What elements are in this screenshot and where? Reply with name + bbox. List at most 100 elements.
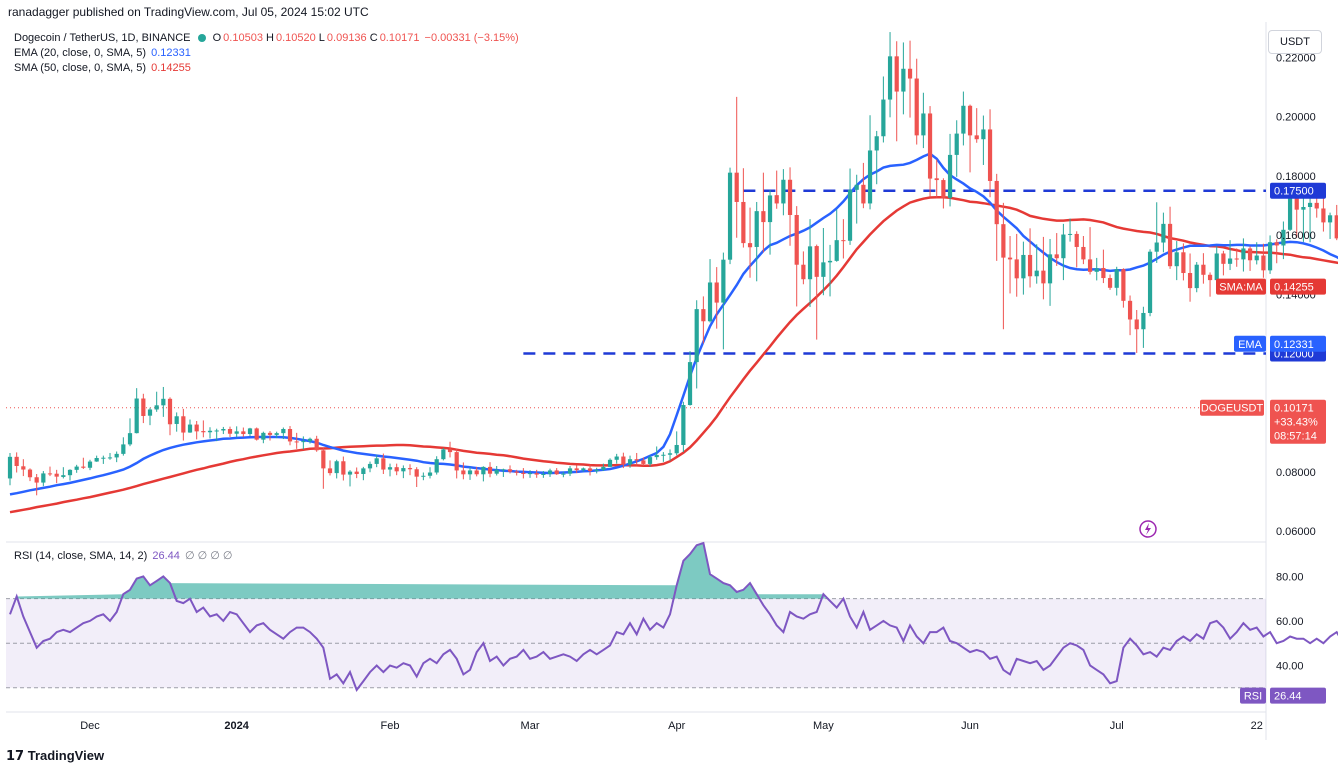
ema-legend-title[interactable]: EMA (20, close, 0, SMA, 5): [14, 47, 147, 59]
candle: [401, 465, 406, 479]
candle: [474, 466, 479, 477]
candle: [1147, 249, 1153, 317]
candle-body: [787, 179, 793, 215]
candle-body: [241, 431, 246, 435]
currency-unit-button[interactable]: USDT: [1268, 30, 1322, 54]
candle: [487, 462, 493, 478]
candle-body: [1307, 202, 1313, 207]
candle: [1274, 239, 1279, 264]
candle: [61, 467, 66, 479]
candle: [814, 244, 819, 340]
candle: [1247, 246, 1253, 271]
candle: [294, 432, 299, 449]
candle: [21, 459, 26, 477]
candle: [634, 452, 639, 466]
candle-body: [314, 438, 319, 451]
candle: [67, 469, 73, 481]
candle: [714, 267, 719, 329]
candle-body: [447, 449, 453, 453]
candle-body: [1327, 215, 1333, 223]
candle-body: [534, 473, 539, 475]
price-tick-label: 0.06000: [1276, 526, 1316, 538]
candle-body: [607, 459, 613, 467]
candle: [347, 470, 353, 487]
candle: [94, 455, 99, 462]
candle: [554, 468, 559, 475]
candle: [867, 115, 873, 210]
candle-body: [207, 430, 213, 433]
sma-legend-title[interactable]: SMA (50, close, 0, SMA, 5): [14, 62, 147, 74]
candle-body: [1034, 270, 1039, 277]
candle-body: [1234, 258, 1239, 260]
candle: [194, 421, 199, 440]
candle-body: [701, 309, 706, 322]
candle: [441, 447, 446, 461]
candle: [974, 108, 979, 143]
candle-body: [361, 468, 366, 474]
rsi-legend-title[interactable]: RSI (14, close, SMA, 14, 2): [14, 550, 148, 562]
candle: [721, 252, 726, 350]
price-tick-label: 0.22000: [1276, 53, 1316, 65]
candle: [654, 446, 659, 460]
candle-body: [974, 135, 979, 140]
sma-name-label-bg: [1216, 278, 1266, 295]
candle: [381, 453, 386, 474]
candle-body: [1221, 253, 1226, 264]
candle-body: [1127, 300, 1133, 320]
candle-body: [147, 409, 153, 416]
candle: [1181, 243, 1186, 281]
candle-body: [1181, 252, 1186, 274]
candle-body: [201, 431, 206, 433]
candle: [114, 451, 119, 463]
candle-body: [661, 454, 666, 456]
candle-body: [101, 457, 106, 459]
candle: [587, 464, 593, 476]
candle-body: [694, 309, 699, 363]
candle-body: [1147, 251, 1153, 313]
candle: [727, 167, 733, 265]
ema-legend: EMA (20, close, 0, SMA, 5) 0.12331: [14, 47, 191, 59]
candle-body: [981, 129, 986, 140]
candle-body: [394, 467, 399, 472]
candle: [874, 130, 879, 185]
rsi-tick-label: 40.00: [1276, 660, 1304, 672]
symbol-title[interactable]: Dogecoin / TetherUS, 1D, BINANCE: [14, 32, 191, 44]
tradingview-brand: TradingView: [27, 748, 105, 763]
candle: [1021, 241, 1026, 295]
candle: [321, 447, 326, 489]
ohlc-low-label: L: [318, 32, 325, 44]
sma-price-label: 0.14255: [1274, 282, 1314, 294]
candle-body: [921, 113, 926, 136]
candle-body: [347, 471, 353, 475]
candle-body: [867, 150, 873, 204]
rsi-price-label: 26.44: [1274, 691, 1302, 703]
sma-name-label: SMA:MA: [1219, 282, 1263, 294]
candle-body: [1094, 268, 1099, 272]
candle-body: [421, 475, 426, 477]
candle-body: [107, 457, 113, 459]
candle: [614, 453, 619, 464]
price-tick-label: 0.08000: [1276, 467, 1316, 479]
candle: [447, 441, 453, 458]
candle: [367, 461, 373, 473]
candle: [87, 459, 93, 471]
candle-body: [714, 282, 719, 303]
candle: [567, 466, 573, 477]
candle-body: [261, 432, 266, 440]
candle: [481, 466, 486, 482]
candle: [507, 465, 513, 474]
candle-body: [801, 264, 806, 280]
candle: [81, 457, 86, 469]
candle-body: [1314, 202, 1319, 209]
candle-body: [774, 195, 779, 204]
candle: [594, 467, 599, 474]
market-status-icon: [197, 34, 206, 43]
candle-body: [367, 463, 373, 469]
candle-body: [854, 184, 859, 190]
candle-body: [461, 470, 466, 475]
candle-body: [127, 433, 133, 445]
candle: [1041, 236, 1046, 300]
candle: [354, 467, 359, 479]
candle-body: [514, 471, 519, 473]
